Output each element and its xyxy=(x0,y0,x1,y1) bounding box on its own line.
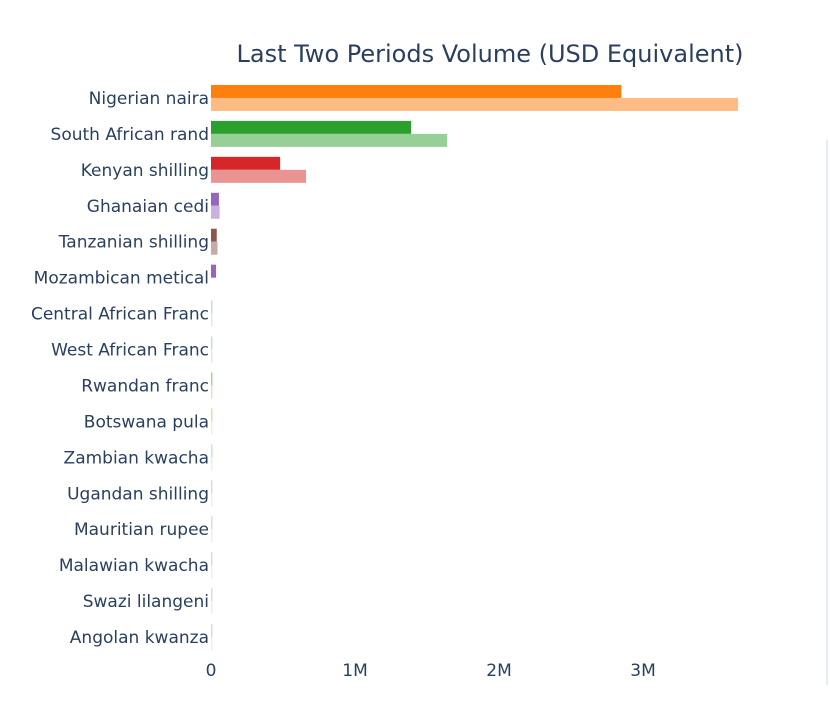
y-tick-label: Ugandan shilling xyxy=(67,484,209,504)
bar xyxy=(211,205,220,219)
bar xyxy=(211,588,213,602)
bar xyxy=(211,133,448,147)
bar xyxy=(211,241,218,255)
bar xyxy=(211,120,412,134)
bar xyxy=(211,565,213,579)
bar xyxy=(211,313,213,327)
y-tick-label: Rwandan franc xyxy=(81,376,209,396)
bar xyxy=(211,421,213,435)
bar xyxy=(211,493,213,507)
bar xyxy=(211,408,213,422)
bar xyxy=(211,192,219,206)
bar xyxy=(211,228,217,242)
bar xyxy=(211,97,739,111)
bar xyxy=(211,84,622,98)
bar xyxy=(211,385,213,399)
y-tick-label: Angolan kwanza xyxy=(70,628,209,648)
bar xyxy=(211,516,213,530)
x-tick-label: 0 xyxy=(206,661,217,681)
bar xyxy=(211,444,213,458)
y-tick-label: South African rand xyxy=(51,125,209,145)
bar xyxy=(211,300,213,314)
bar xyxy=(211,601,213,615)
y-tick-label: Mauritian rupee xyxy=(74,520,209,540)
bar xyxy=(211,624,213,638)
bar xyxy=(211,264,217,278)
bar xyxy=(211,372,213,386)
bar xyxy=(211,349,213,363)
y-tick-label: Malawian kwacha xyxy=(59,556,209,576)
bar xyxy=(211,156,281,170)
panel-edge xyxy=(826,140,828,685)
chart-title: Last Two Periods Volume (USD Equivalent) xyxy=(236,40,744,68)
bar xyxy=(211,552,213,566)
y-tick-label: Swazi lilangeni xyxy=(83,592,209,612)
bar xyxy=(211,480,213,494)
x-tick-label: 2M xyxy=(486,661,511,681)
y-tick-label: Tanzanian shilling xyxy=(58,233,209,253)
y-tick-label: West African Franc xyxy=(51,341,209,361)
y-tick-label: Ghanaian cedi xyxy=(87,197,209,217)
y-tick-label: Kenyan shilling xyxy=(81,161,209,181)
bar xyxy=(211,457,213,471)
y-tick-label: Central African Franc xyxy=(31,305,209,325)
y-tick-label: Mozambican metical xyxy=(34,269,209,289)
bar xyxy=(211,529,213,543)
x-tick-label: 3M xyxy=(630,661,655,681)
y-tick-label: Nigerian naira xyxy=(89,89,209,109)
y-tick-label: Botswana pula xyxy=(84,412,209,432)
x-tick-label: 1M xyxy=(342,661,367,681)
bar xyxy=(211,637,213,651)
bar xyxy=(211,336,213,350)
bar xyxy=(211,169,307,183)
y-tick-label: Zambian kwacha xyxy=(64,448,209,468)
